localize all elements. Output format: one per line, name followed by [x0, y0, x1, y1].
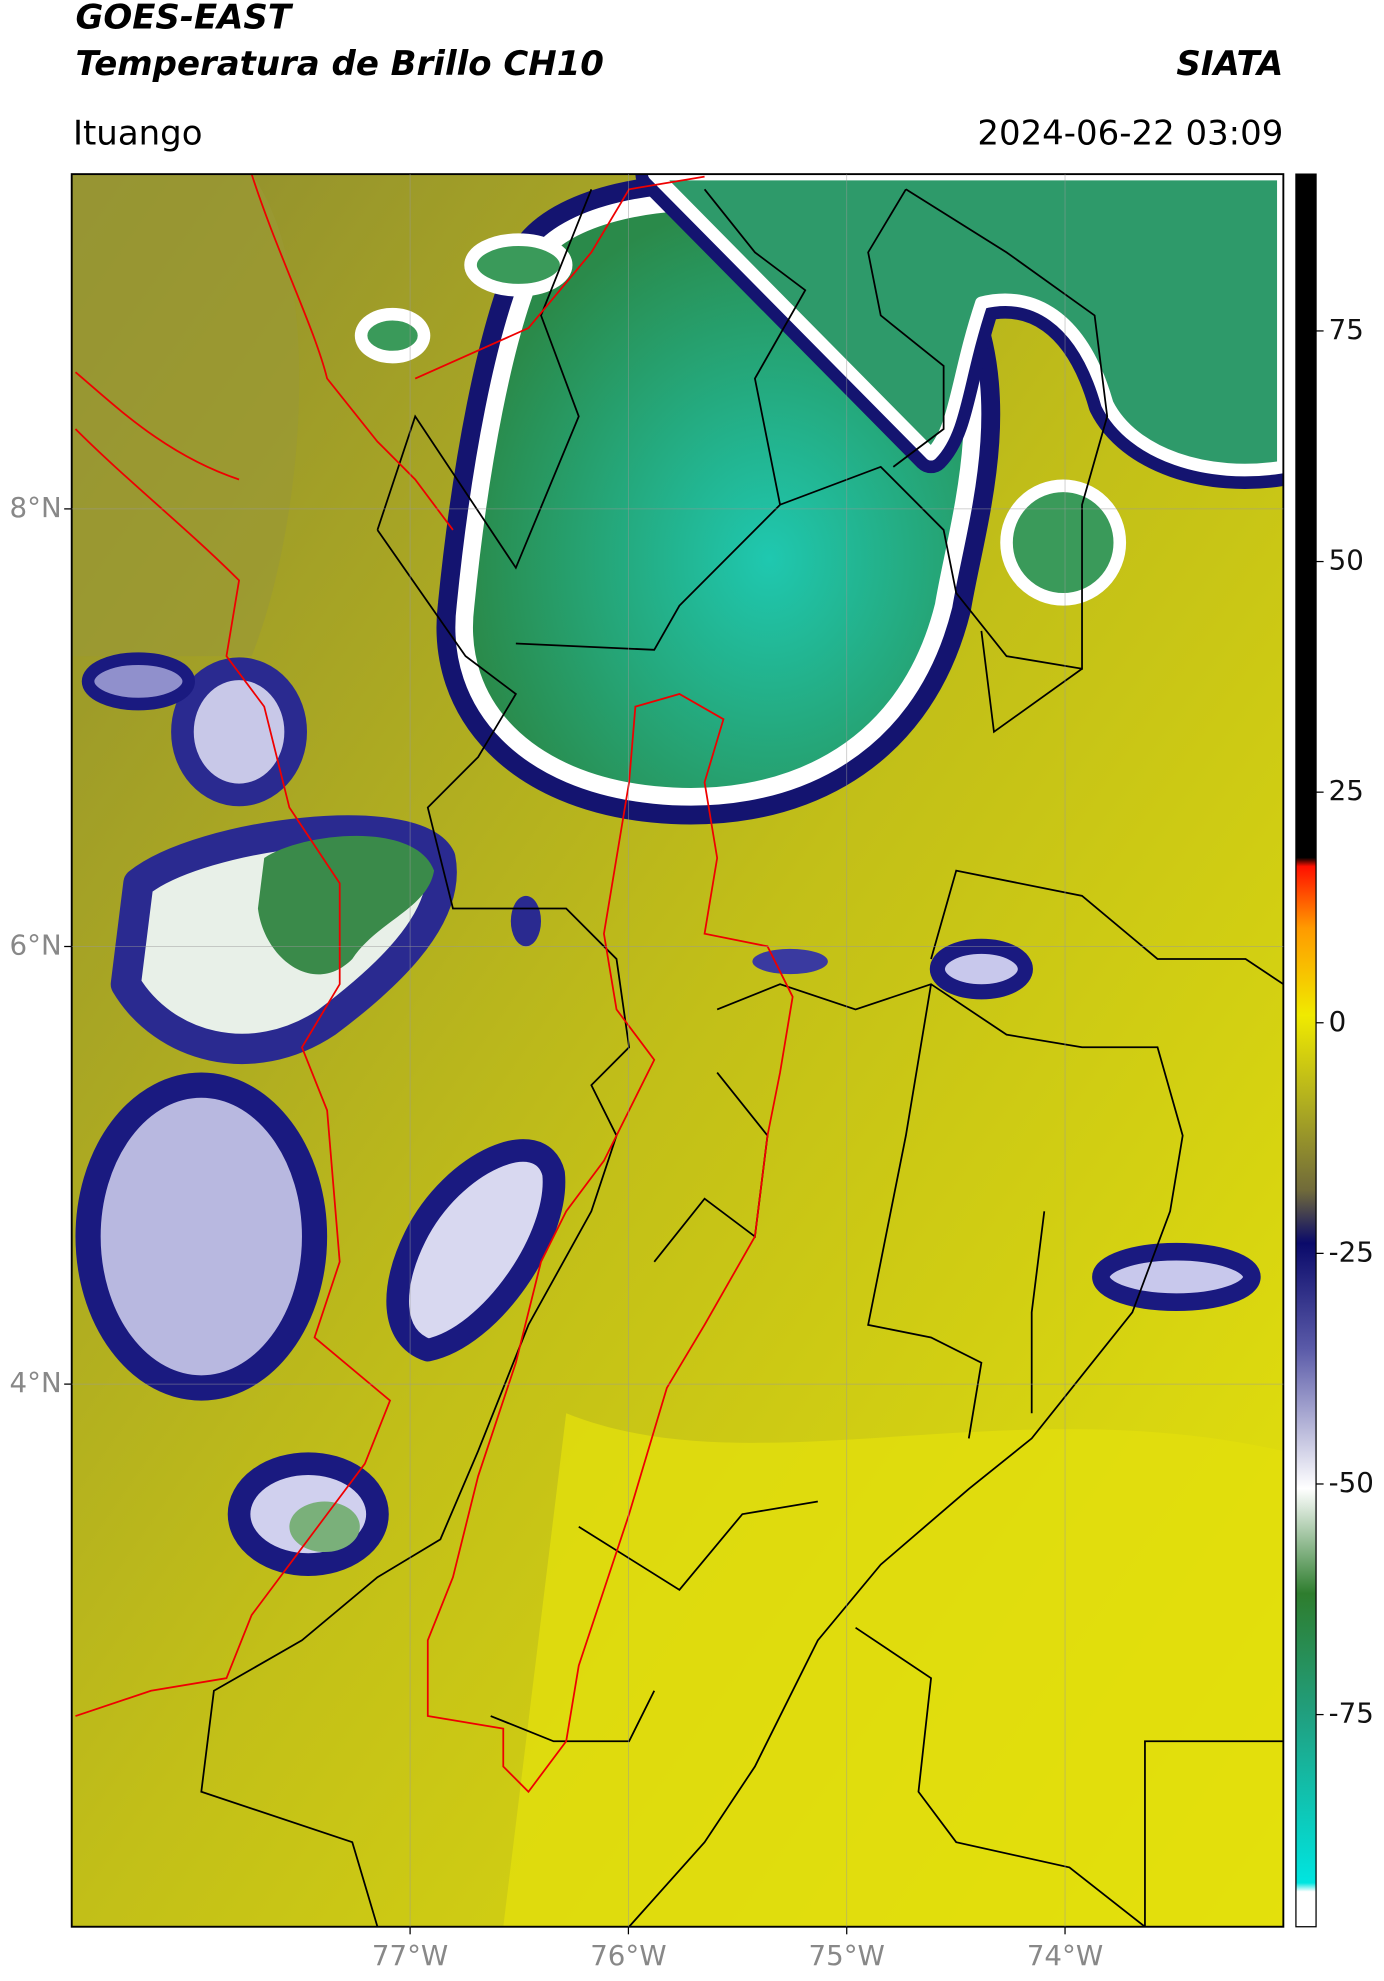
- y-tick-label: 8°N: [10, 491, 62, 524]
- y-tick-label: 6°N: [10, 928, 62, 961]
- x-tick-label: 75°W: [809, 1939, 885, 1972]
- colorbar-tick-label: -50: [1329, 1466, 1374, 1499]
- x-tick-label: 74°W: [1027, 1939, 1103, 1972]
- colorbar-tick-label: 25: [1329, 774, 1364, 807]
- title: GOES-EAST: [75, 0, 293, 37]
- x-tick-label: 77°W: [372, 1939, 448, 1972]
- map-frame: [70, 173, 1285, 1928]
- y-tick-label: 4°N: [10, 1366, 62, 1399]
- colorbar-tick-label: -25: [1329, 1235, 1374, 1268]
- datetime: 2024-06-22 03:09: [977, 113, 1283, 153]
- x-tick-label: 76°W: [590, 1939, 666, 1972]
- colorbar-tick-label: 50: [1329, 544, 1364, 577]
- colorbar-tick-label: 75: [1329, 313, 1364, 346]
- source: SIATA: [1176, 44, 1283, 84]
- colorbar-tick-label: 0: [1329, 1005, 1347, 1038]
- colorbar-tick-label: -75: [1329, 1697, 1374, 1730]
- location: Ituango: [73, 113, 203, 153]
- colorbar: [1295, 173, 1317, 1928]
- subtitle: Temperatura de Brillo CH10: [75, 44, 603, 84]
- map-image: [71, 174, 1284, 1927]
